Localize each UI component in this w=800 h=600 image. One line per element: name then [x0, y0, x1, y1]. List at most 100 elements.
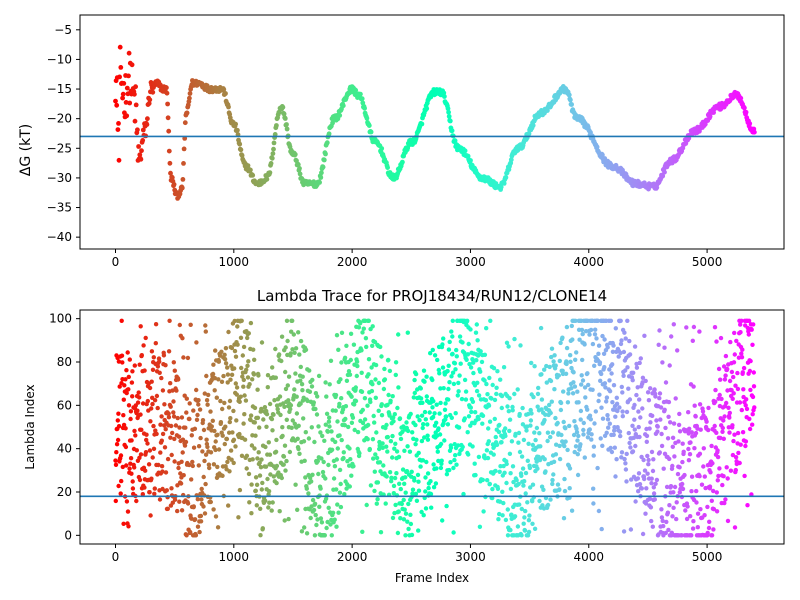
lambda-chart-title: Lambda Trace for PROJ18434/RUN12/CLONE14: [257, 287, 607, 305]
lambda-points: [113, 318, 757, 538]
lambda-point: [432, 411, 437, 416]
lambda-point: [269, 416, 275, 422]
lambda-point: [393, 372, 398, 378]
lambda-point: [739, 355, 745, 360]
lambda-point: [259, 406, 264, 412]
delta-g-point: [123, 100, 129, 105]
lambda-point: [625, 318, 630, 323]
lambda-point: [425, 433, 430, 438]
lambda-point: [575, 452, 580, 457]
lambda-point: [222, 441, 227, 447]
lambda-point: [741, 365, 747, 371]
lambda-point: [373, 395, 378, 400]
lambda-point: [643, 511, 648, 516]
lambda-point: [501, 500, 506, 506]
lambda-point: [711, 488, 716, 494]
lambda-point: [157, 497, 163, 502]
lambda-point: [632, 427, 637, 432]
lambda-point: [160, 388, 166, 393]
x-tick-label: 3000: [455, 255, 486, 269]
lambda-point: [710, 461, 715, 466]
lambda-point: [124, 499, 130, 504]
lambda-point: [734, 338, 739, 344]
lambda-point: [697, 451, 703, 456]
lambda-point: [691, 519, 696, 524]
delta-g-point: [321, 157, 327, 163]
lambda-point: [677, 411, 682, 417]
lambda-point: [241, 421, 246, 426]
lambda-point: [409, 532, 415, 538]
lambda-point: [402, 481, 407, 486]
lambda-point: [520, 466, 526, 471]
lambda-point: [521, 437, 527, 443]
lambda-point: [408, 521, 414, 527]
lambda-point: [661, 466, 666, 471]
lambda-point: [541, 487, 546, 492]
lambda-point: [590, 341, 596, 347]
lambda-x-ticks: 0 1000 2000 3000 4000 5000: [112, 544, 722, 564]
lambda-point: [474, 388, 480, 394]
lambda-point: [119, 318, 124, 323]
lambda-point: [204, 437, 209, 442]
lambda-point: [434, 420, 439, 425]
lambda-point: [723, 373, 728, 378]
lambda-point: [619, 384, 624, 390]
lambda-point: [392, 475, 398, 481]
lambda-point: [735, 430, 741, 436]
y-tick-label: −25: [47, 141, 72, 155]
delta-g-point: [447, 118, 453, 124]
lambda-point: [315, 458, 320, 464]
lambda-point: [435, 449, 440, 454]
delta-g-point: [742, 105, 747, 111]
lambda-point: [497, 511, 502, 517]
lambda-point: [747, 416, 752, 422]
lambda-point: [580, 378, 586, 383]
delta-g-point: [297, 171, 303, 177]
lambda-point: [387, 368, 393, 374]
lambda-point: [715, 454, 721, 460]
lambda-point: [214, 395, 219, 400]
lambda-point: [216, 359, 221, 364]
lambda-point: [649, 449, 655, 455]
lambda-point: [517, 449, 523, 455]
lambda-point: [172, 459, 177, 464]
lambda-point: [548, 378, 554, 384]
lambda-point: [722, 377, 728, 382]
lambda-point: [692, 403, 697, 408]
lambda-point: [121, 413, 126, 418]
delta-g-point: [235, 127, 240, 133]
lambda-point: [270, 500, 275, 505]
lambda-point: [425, 437, 431, 442]
lambda-point: [684, 516, 690, 522]
lambda-point: [663, 530, 668, 536]
lambda-point: [733, 455, 739, 460]
lambda-point: [170, 500, 175, 505]
lambda-point: [223, 361, 229, 366]
lambda-point: [718, 335, 724, 341]
lambda-point: [142, 485, 147, 490]
delta-g-point: [182, 120, 188, 126]
lambda-point: [617, 429, 623, 434]
lambda-point: [633, 499, 638, 504]
lambda-point: [493, 468, 498, 474]
x-tick-label: 5000: [692, 255, 723, 269]
lambda-point: [614, 395, 619, 400]
lambda-point: [405, 444, 410, 449]
delta-g-point: [137, 152, 143, 158]
delta-g-point: [462, 148, 468, 154]
lambda-point: [743, 439, 749, 444]
lambda-point: [452, 361, 458, 366]
lambda-point: [215, 464, 220, 470]
lambda-point: [667, 363, 672, 368]
lambda-point: [309, 479, 314, 484]
lambda-point: [539, 397, 545, 402]
lambda-point: [183, 439, 189, 445]
lambda-point: [487, 419, 493, 424]
lambda-point: [742, 473, 747, 479]
lambda-point: [716, 473, 721, 479]
lambda-point: [721, 436, 726, 441]
lambda-point: [727, 415, 732, 420]
lambda-point: [450, 351, 455, 357]
delta-g-point: [324, 140, 330, 146]
lambda-point: [412, 390, 417, 396]
